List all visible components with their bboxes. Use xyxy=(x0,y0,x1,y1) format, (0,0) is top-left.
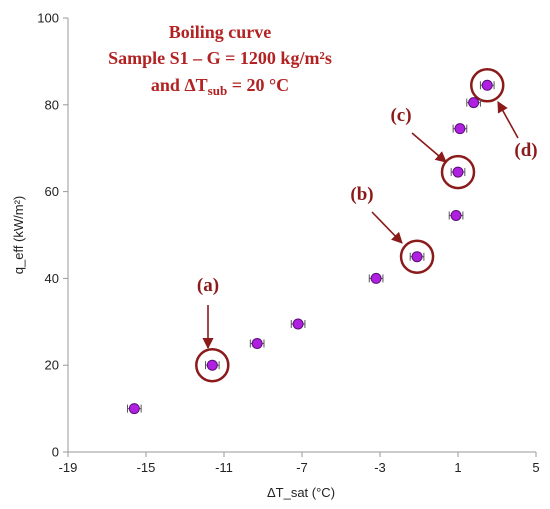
y-axis-title: q_eff (kW/m²) xyxy=(11,196,26,275)
callout-circle xyxy=(195,347,230,383)
callout-circle xyxy=(440,154,476,190)
y-tick-label: 80 xyxy=(45,97,59,112)
y-tick-label: 0 xyxy=(52,445,59,460)
data-point xyxy=(450,209,462,221)
title-line-3-suffix: = 20 °C xyxy=(227,75,289,95)
data-point xyxy=(454,123,466,135)
data-point xyxy=(251,338,263,349)
callout-label: (c) xyxy=(390,105,411,126)
x-tick-label: 5 xyxy=(532,460,539,475)
y-tick-label: 40 xyxy=(45,271,59,286)
x-tick-label: -15 xyxy=(137,460,156,475)
data-point xyxy=(292,318,304,330)
title-line-2: Sample S1 – G = 1200 kg/m²s xyxy=(108,48,332,68)
callout-circle xyxy=(470,68,505,103)
x-tick-label: 1 xyxy=(454,460,461,475)
data-point xyxy=(206,359,218,371)
data-point xyxy=(370,272,382,284)
callout-arrow xyxy=(411,132,447,163)
data-point xyxy=(481,79,493,91)
callout-label: (d) xyxy=(514,140,537,161)
axis-ticks: -19 -15 -11 -7 -3 1 5 0 20 40 60 80 100 xyxy=(37,11,539,476)
x-axis-title: ΔT_sat (°C) xyxy=(267,485,335,500)
data-point xyxy=(411,251,423,263)
y-tick-label: 20 xyxy=(45,358,59,373)
callout-circle xyxy=(399,239,435,274)
title-line-3-prefix: and ΔT xyxy=(151,75,208,95)
data-points xyxy=(126,79,495,415)
title-line-1: Boiling curve xyxy=(169,22,272,42)
title-line-3-subscript: sub xyxy=(208,83,228,98)
x-tick-label: -3 xyxy=(374,460,386,475)
x-tick-label: -11 xyxy=(215,460,233,475)
y-tick-label: 60 xyxy=(45,184,59,199)
chart-title: Boiling curve Sample S1 – G = 1200 kg/m²… xyxy=(108,22,332,98)
y-tick-label: 100 xyxy=(37,11,59,26)
data-point xyxy=(452,166,464,178)
callout-arrow xyxy=(497,101,519,139)
x-tick-label: -7 xyxy=(296,460,308,475)
callout-label: (a) xyxy=(197,275,219,296)
callouts: (a) (b) (c) (d) xyxy=(195,68,538,383)
x-tick-label: -19 xyxy=(59,460,78,475)
data-point xyxy=(128,403,140,415)
title-line-3: and ΔTsub = 20 °C xyxy=(151,75,289,98)
callout-label: (b) xyxy=(350,184,373,205)
callout-arrow xyxy=(371,211,403,244)
plot-area xyxy=(67,18,536,453)
data-point xyxy=(468,97,480,109)
